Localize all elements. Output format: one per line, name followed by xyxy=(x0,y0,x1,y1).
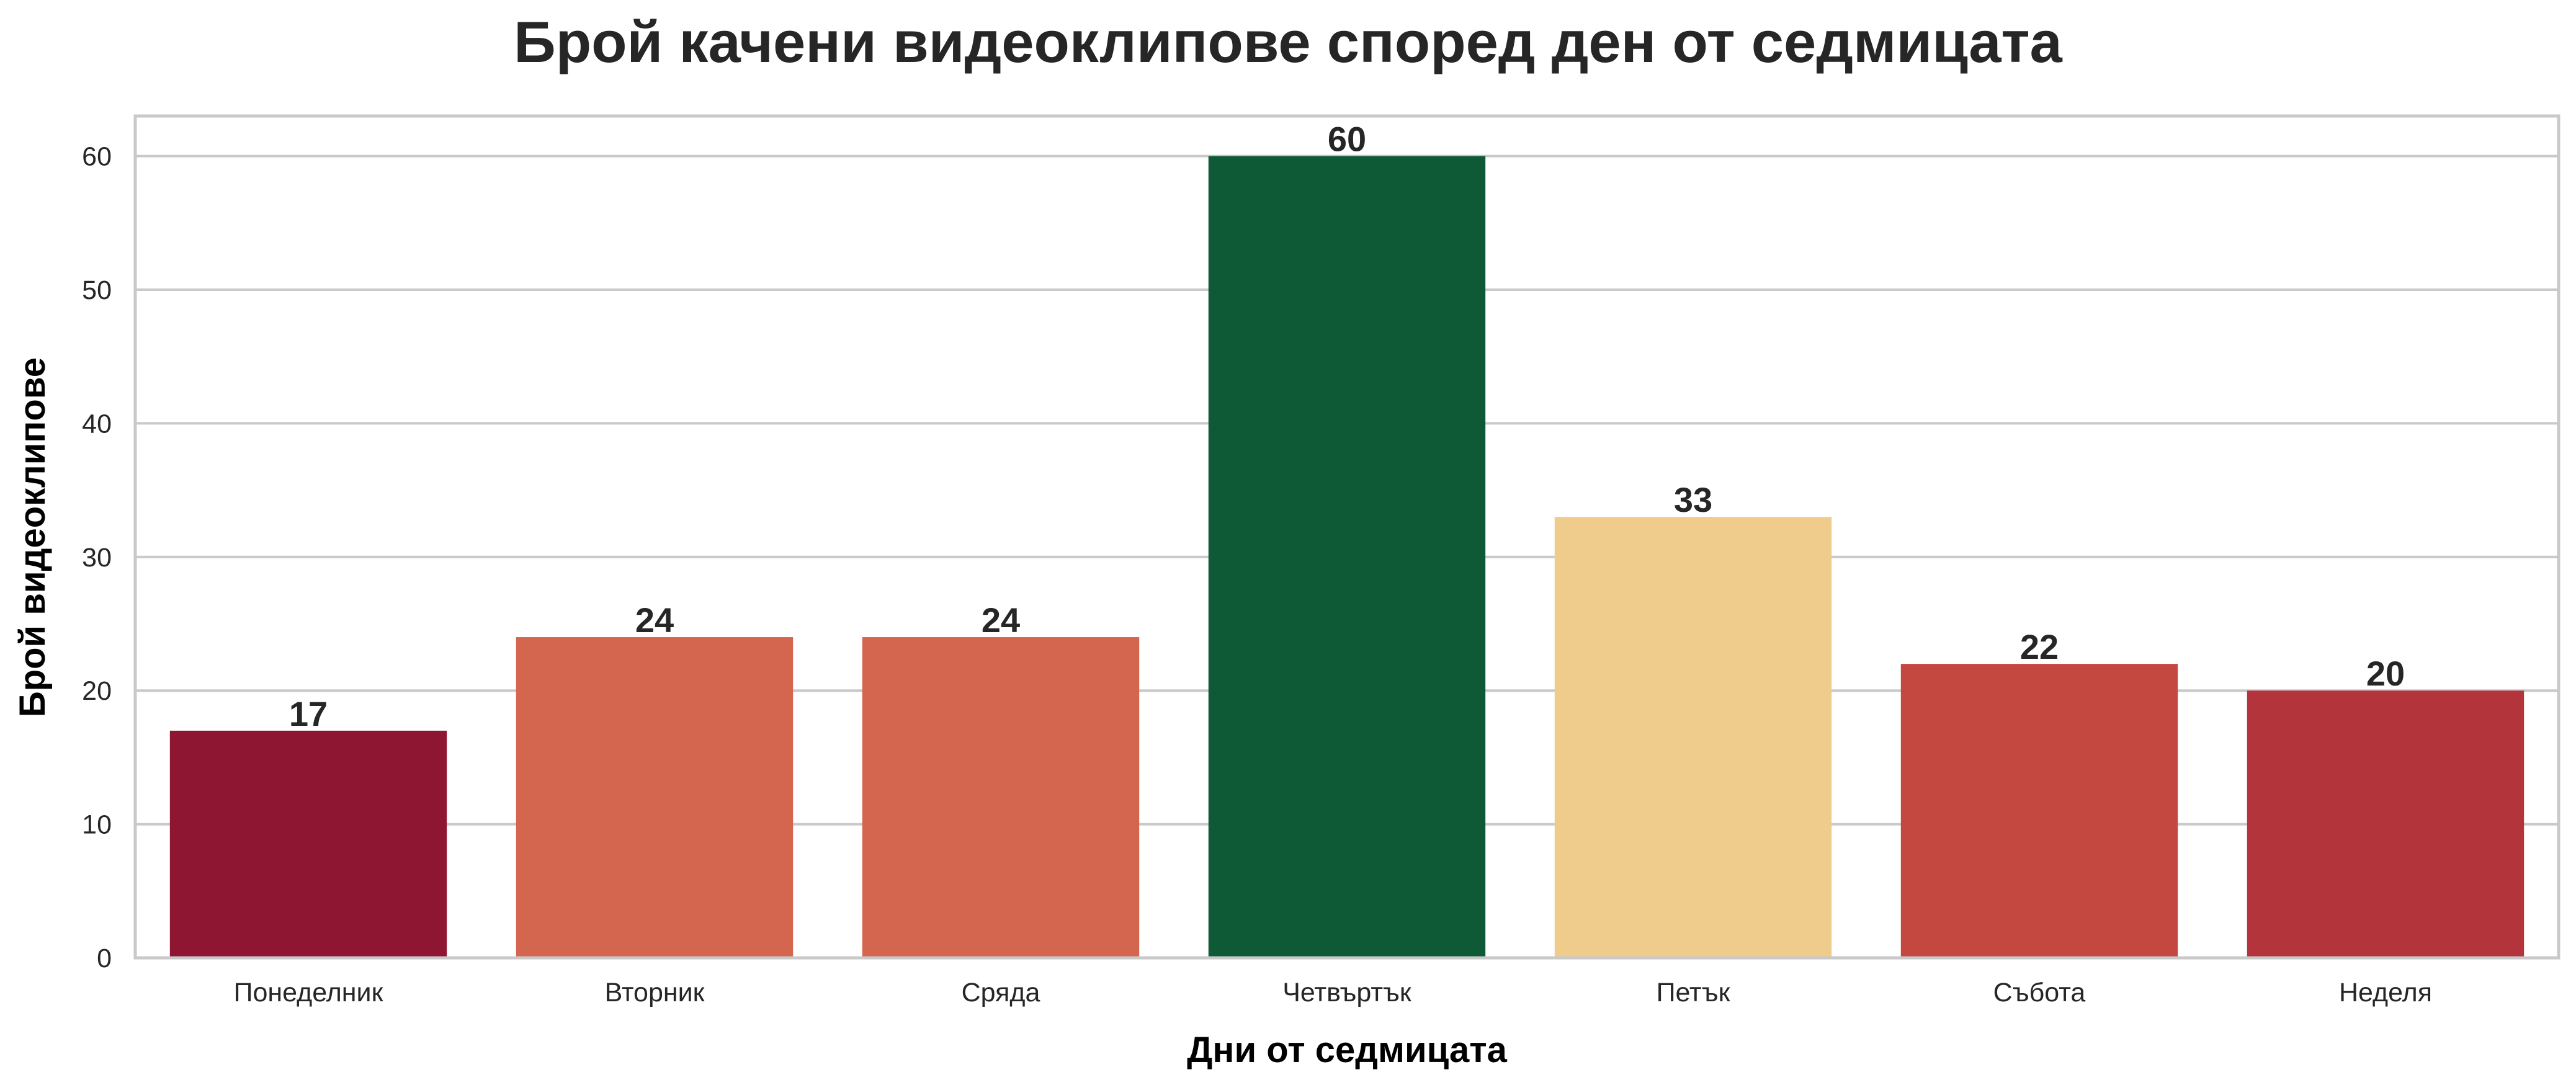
bar xyxy=(1208,156,1486,958)
y-tick-labels: 0 10 20 30 40 50 60 xyxy=(82,142,112,973)
data-label: 24 xyxy=(635,601,674,640)
y-tick-label: 20 xyxy=(82,676,112,706)
chart-title: Брой качени видеоклипове според ден от с… xyxy=(514,9,2062,74)
bar xyxy=(2247,690,2525,958)
data-label: 20 xyxy=(2366,654,2405,693)
bars xyxy=(169,156,2525,958)
bar xyxy=(169,730,447,958)
bar xyxy=(1554,517,1832,958)
x-tick-label: Петък xyxy=(1657,978,1731,1007)
y-tick-label: 50 xyxy=(82,275,112,305)
x-tick-labels: Понеделник Вторник Сряда Четвъртък Петък Събо… xyxy=(234,978,2432,1007)
x-tick-label: Понеделник xyxy=(234,978,384,1007)
x-tick-label: Събота xyxy=(1993,978,2086,1007)
x-tick-label: Неделя xyxy=(2339,978,2432,1007)
data-label: 22 xyxy=(2020,627,2059,666)
y-axis-label: Брой видеоклипове xyxy=(12,357,53,717)
data-labels: 17 24 24 60 33 22 20 xyxy=(289,120,2405,733)
y-tick-label: 30 xyxy=(82,543,112,573)
x-tick-label: Сряда xyxy=(962,978,1040,1007)
data-label: 17 xyxy=(289,694,328,733)
y-tick-label: 60 xyxy=(82,142,112,172)
x-tick-label: Четвъртък xyxy=(1282,978,1412,1007)
y-tick-label: 40 xyxy=(82,409,112,439)
bar xyxy=(862,637,1140,958)
bar xyxy=(1900,664,2178,958)
data-label: 33 xyxy=(1674,480,1712,519)
y-tick-label: 10 xyxy=(82,810,112,840)
x-tick-label: Вторник xyxy=(605,978,705,1007)
x-axis-label: Дни от седмицата xyxy=(1187,1030,1508,1070)
y-tick-label: 0 xyxy=(97,944,112,973)
data-label: 60 xyxy=(1328,120,1366,159)
data-label: 24 xyxy=(982,601,1020,640)
bar xyxy=(516,637,794,958)
plot-frame xyxy=(133,114,2560,960)
